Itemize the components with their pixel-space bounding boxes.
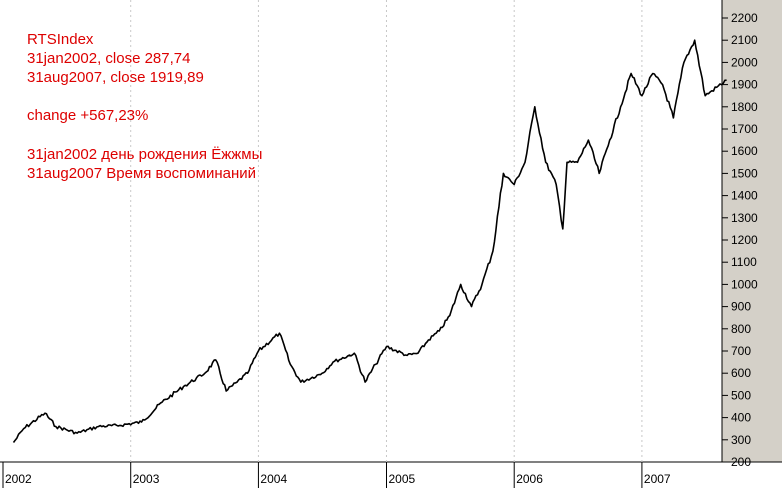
x-tick-label: 2006 — [516, 472, 543, 486]
y-tick-label: 1100 — [731, 255, 757, 269]
x-tick-label: 2003 — [133, 472, 160, 486]
y-tick-label: 1900 — [731, 78, 758, 92]
y-tick-label: 300 — [731, 433, 751, 447]
chart-title: RTSIndex — [27, 31, 94, 48]
y-tick-label: 1500 — [731, 166, 758, 180]
y-tick-label: 1700 — [731, 122, 758, 136]
annotation-end-close: 31aug2007, close 1919,89 — [27, 69, 204, 86]
x-tick-label: 2002 — [5, 472, 32, 486]
y-tick-label: 600 — [731, 366, 751, 380]
y-tick-label: 1600 — [731, 144, 758, 158]
y-tick-label: 1400 — [731, 189, 758, 203]
annotation-change: change +567,23% — [27, 107, 149, 124]
y-axis-panel — [722, 0, 782, 488]
y-tick-label: 900 — [731, 300, 751, 314]
y-tick-label: 800 — [731, 322, 751, 336]
series-line — [12, 39, 727, 443]
annotation-end-note: 31aug2007 Время воспоминаний — [27, 165, 257, 182]
y-tick-label: 2000 — [731, 55, 758, 69]
y-tick-label: 400 — [731, 411, 751, 425]
y-tick-label: 700 — [731, 344, 751, 358]
annotation-start-close: 31jan2002, close 287,74 — [27, 50, 191, 67]
y-tick-label: 1200 — [731, 233, 758, 247]
x-tick-label: 2005 — [388, 472, 415, 486]
y-tick-label: 2200 — [731, 11, 758, 25]
y-tick-label: 1000 — [731, 277, 758, 291]
plot-area — [0, 0, 722, 462]
annotation-start-note: 31jan2002 день рождения Ёжжмы — [27, 146, 263, 163]
y-tick-label: 2100 — [731, 33, 758, 47]
y-tick-label: 500 — [731, 388, 751, 402]
x-tick-label: 2004 — [260, 472, 287, 486]
x-tick-label: 2007 — [644, 472, 671, 486]
y-tick-label: 1300 — [731, 211, 758, 225]
y-tick-label: 200 — [731, 455, 751, 469]
y-tick-label: 1800 — [731, 100, 758, 114]
